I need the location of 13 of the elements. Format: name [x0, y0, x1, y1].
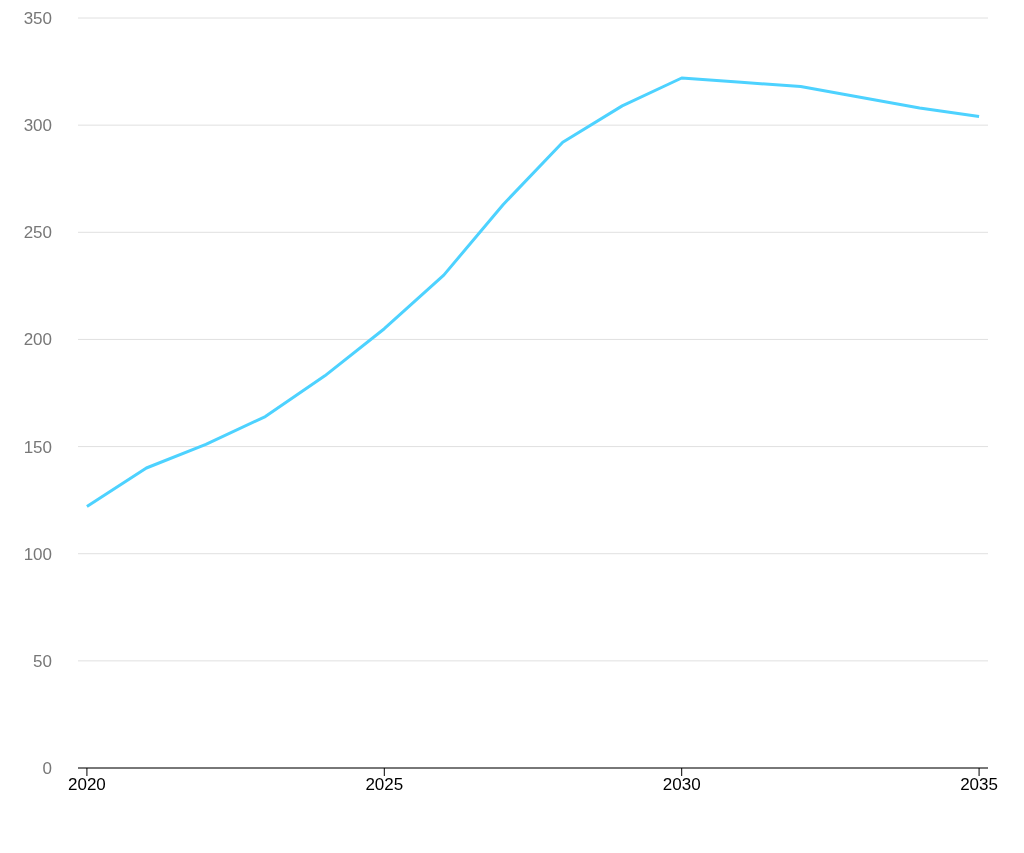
y-tick-label: 200	[23, 330, 52, 350]
x-tick-label: 2020	[68, 775, 106, 795]
line-series	[85, 76, 981, 509]
x-tick-label: 2030	[662, 775, 701, 795]
x-tick-label: 2035	[960, 775, 998, 795]
y-tick-label: 350	[23, 9, 52, 29]
y-tick-label: 300	[23, 116, 52, 136]
y-tick-label: 150	[23, 437, 52, 457]
y-tick-label: 50	[33, 651, 52, 671]
x-tick-label: 2025	[365, 775, 404, 795]
y-tick-label: 100	[23, 544, 52, 564]
y-tick-label: 0	[42, 759, 52, 779]
y-tick-label: 250	[23, 223, 52, 243]
